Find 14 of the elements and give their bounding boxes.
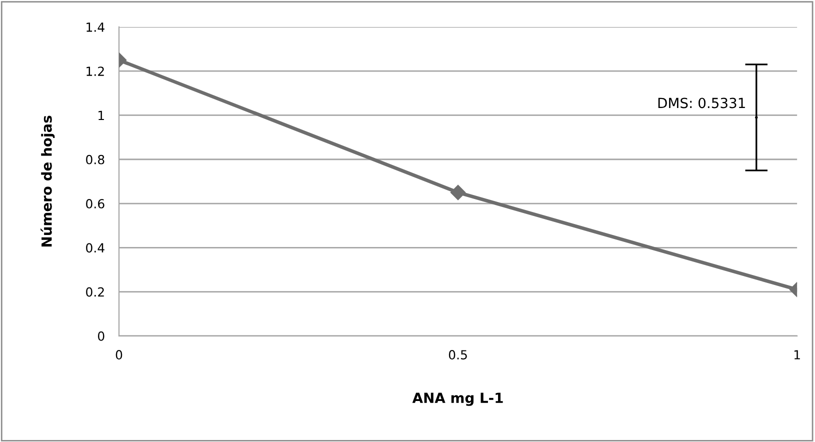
y-tick-label: 0.2 (86, 287, 104, 297)
x-axis-title: ANA mg L-1 (412, 392, 503, 406)
x-tick-label: 0.5 (448, 350, 467, 360)
annotation: DMS: 0.5331 (658, 98, 745, 108)
y-tick-label: 1.2 (86, 66, 104, 76)
x-tick-label: 0 (116, 350, 122, 360)
x-tick-label: 1 (794, 350, 800, 360)
y-tick-label: 1 (98, 110, 104, 120)
y-axis-title: Número de hojas (40, 116, 55, 246)
y-tick-label: 1.4 (86, 22, 104, 32)
y-tick-label: 0.6 (86, 198, 104, 208)
y-tick-label: 0.8 (86, 154, 104, 164)
y-tick-label: 0 (98, 331, 104, 341)
y-tick-label: 0.4 (86, 243, 104, 253)
